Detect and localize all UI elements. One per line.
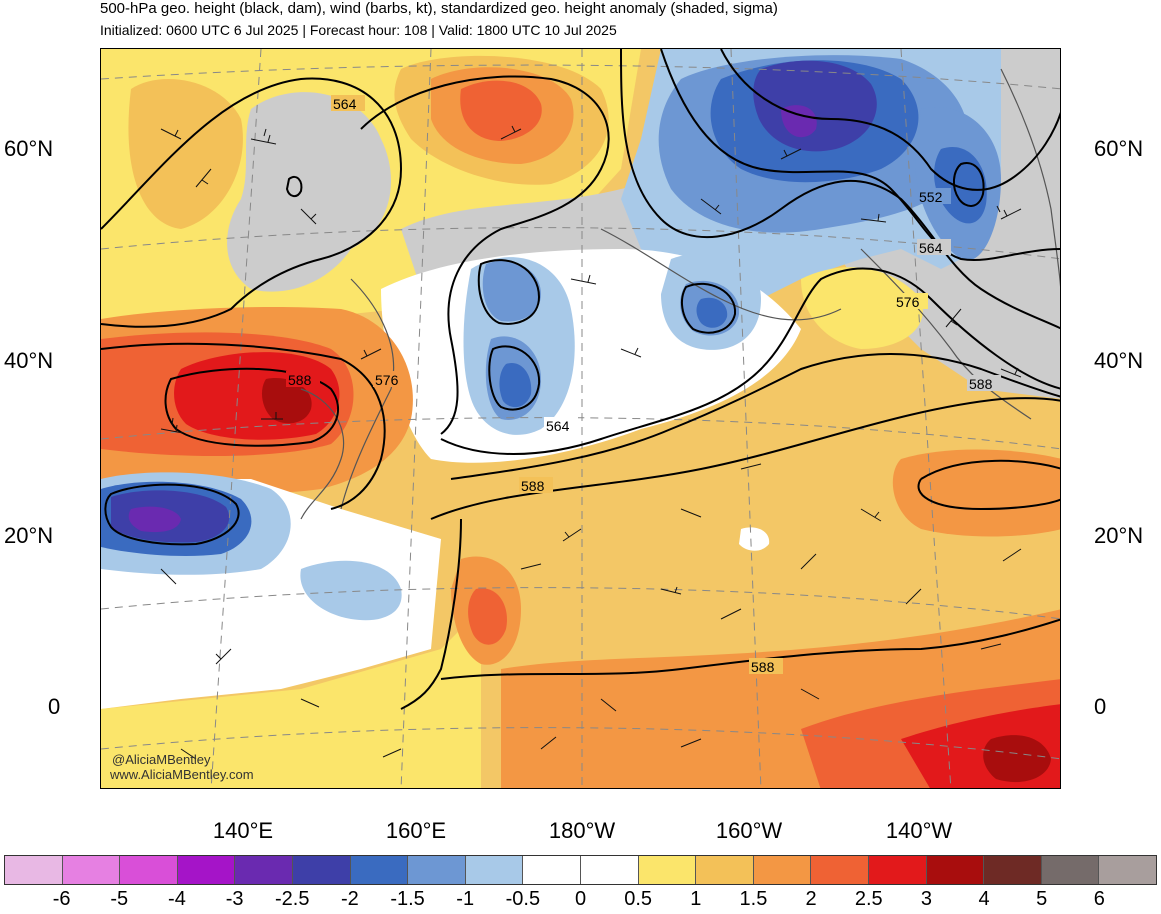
- colorbar-label: 2.5: [854, 888, 883, 910]
- colorbar-segment: [62, 856, 121, 884]
- anomaly-blue2-east: [934, 147, 987, 224]
- contour-label: 552: [919, 189, 943, 205]
- anomaly-red3-se: [983, 735, 1051, 783]
- height-contours: [101, 49, 1060, 710]
- contour-label: 588: [751, 659, 775, 675]
- colorbar-label: 3: [920, 888, 932, 910]
- lat-label-left: 0: [48, 694, 61, 719]
- colorbar-label: 6: [1093, 888, 1105, 910]
- lat-label-right: 40°N: [1094, 348, 1144, 373]
- lon-label: 160°E: [385, 818, 447, 843]
- colorbar-segment: [1099, 856, 1156, 884]
- colorbar-segment: [580, 856, 639, 884]
- anomaly-red-south: [468, 588, 507, 645]
- colorbar-label: 5: [1036, 888, 1048, 910]
- lat-label-right: 20°N: [1094, 523, 1144, 548]
- lon-label: 140°E: [212, 818, 274, 843]
- wind-barbs: [160, 125, 1022, 760]
- lat-label-left: 60°N: [4, 136, 54, 161]
- contour-label: 564: [546, 418, 570, 434]
- colorbar-segment: [811, 856, 869, 884]
- lat-label-left: 40°N: [4, 348, 54, 373]
- colorbar-segment: [235, 856, 293, 884]
- colorbar-label: -1: [456, 888, 475, 910]
- lon-label: 140°W: [885, 818, 953, 843]
- map-panel: 564 552 564 576 588 588 576 564 588 588: [100, 48, 1061, 789]
- colorbar-segment: [292, 856, 351, 884]
- anomaly-yellow-east: [801, 267, 923, 349]
- lat-label-right: 60°N: [1094, 136, 1144, 161]
- colorbar-segment: [696, 856, 754, 884]
- colorbar-segment: [868, 856, 927, 884]
- lat-label-left: 20°N: [4, 523, 54, 548]
- colorbar-label: 0.5: [624, 888, 653, 910]
- anomaly-purple-sw: [128, 506, 181, 533]
- map-title: 500-hPa geo. height (black, dam), wind (…: [100, 0, 778, 17]
- contour-label: 564: [333, 96, 357, 112]
- colorbar-label: -6: [52, 888, 71, 910]
- colorbar-segment: [926, 856, 985, 884]
- lon-label: 180°W: [548, 818, 616, 843]
- anomaly-red3-west: [261, 378, 312, 424]
- anomaly-blue-center2: [482, 260, 541, 322]
- colorbar-segment: [638, 856, 697, 884]
- anomaly-field: 564 552 564 576 588 588 576 564 588 588: [101, 49, 1060, 788]
- anomaly-blue3-center: [499, 363, 532, 408]
- colorbar-label: -2.5: [275, 888, 310, 910]
- colorbar-label: 1: [690, 888, 702, 910]
- contour-label: 576: [375, 372, 399, 388]
- colorbar-segment: [523, 856, 581, 884]
- contour-label: 588: [288, 372, 312, 388]
- credit-handle: @AliciaMBentley: [112, 752, 211, 767]
- colorbar: [4, 855, 1157, 885]
- map-subtitle: Initialized: 0600 UTC 6 Jul 2025 | Forec…: [100, 22, 617, 38]
- colorbar-segment: [408, 856, 466, 884]
- anomaly-red-north: [460, 80, 542, 141]
- colorbar-segment: [177, 856, 236, 884]
- colorbar-segment: [465, 856, 524, 884]
- anomaly-yellow-south: [101, 609, 481, 788]
- anomaly-purple-ne: [781, 105, 817, 138]
- colorbar-label: 0: [574, 888, 587, 910]
- colorbar-label: 1.5: [739, 888, 768, 910]
- contour-label: 588: [521, 478, 545, 494]
- colorbar-label: 2: [805, 888, 817, 910]
- colorbar-label: 4: [978, 888, 990, 910]
- colorbar-label: -4: [168, 888, 186, 910]
- contour-label: 564: [919, 240, 943, 256]
- contour-label: 588: [969, 376, 993, 392]
- colorbar-label: -3: [225, 888, 244, 910]
- colorbar-segment: [753, 856, 812, 884]
- contour-label: 576: [896, 294, 920, 310]
- colorbar-segment: [350, 856, 409, 884]
- lat-label-right: 0: [1094, 694, 1107, 719]
- colorbar-label: -2: [340, 888, 359, 910]
- anomaly-blue-sw2: [300, 560, 402, 621]
- colorbar-segment: [984, 856, 1042, 884]
- lon-label: 160°W: [715, 818, 783, 843]
- colorbar-label: -1.5: [390, 888, 425, 910]
- contour-label-group: 564 552 564 576 588 588 576 564 588 588: [286, 95, 1001, 675]
- colorbar-segment: [120, 856, 178, 884]
- colorbar-segment: [5, 856, 63, 884]
- colorbar-segment: [1041, 856, 1100, 884]
- colorbar-label: -0.5: [505, 888, 541, 910]
- anomaly-blue3-aleut: [696, 297, 728, 328]
- credit-website: www.AliciaMBentley.com: [110, 767, 254, 782]
- anomaly-orange-nw: [128, 79, 243, 229]
- anomaly-blue4-ne: [753, 60, 877, 152]
- anomaly-white-small: [739, 527, 770, 551]
- colorbar-label: -5: [110, 888, 129, 910]
